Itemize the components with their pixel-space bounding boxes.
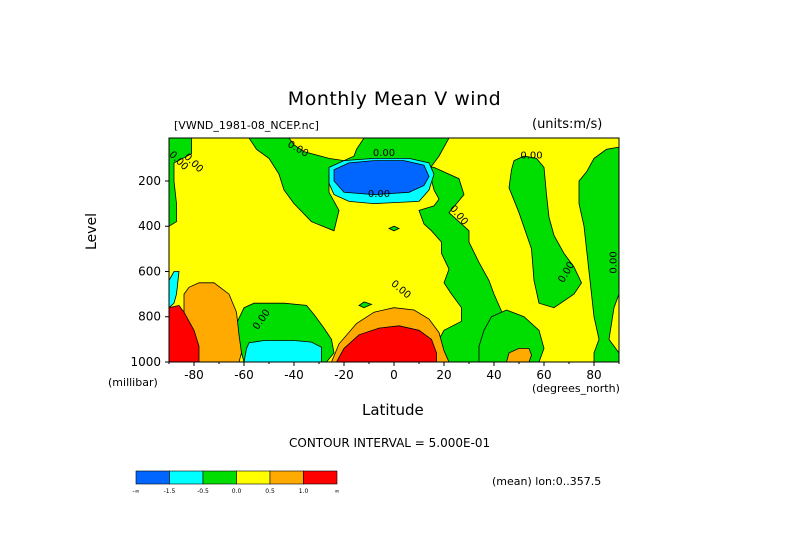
legend-boundary-label: -∞ xyxy=(132,488,139,495)
contour-line-label-4: 0.00 xyxy=(368,189,390,200)
legend-boundary-label: -1.5 xyxy=(164,488,176,495)
contour-region-8 xyxy=(388,225,400,232)
legend-boundary-label: ∞ xyxy=(335,488,340,495)
x-tick-label: -40 xyxy=(284,368,304,382)
legend-swatch-4 xyxy=(269,470,304,485)
plot-area: 0.000.000.00 0.000.000.000.000.00 0.000.00… xyxy=(167,138,620,362)
mean-longitude-label: (mean) lon:0..357.5 xyxy=(492,475,602,488)
x-tick-label: 0 xyxy=(390,368,398,382)
x-tick-label: -60 xyxy=(234,368,254,382)
contour-region-16 xyxy=(336,325,437,362)
contour-region-11 xyxy=(243,340,322,362)
contour-region-17 xyxy=(169,304,200,362)
legend-swatch-2 xyxy=(202,470,237,485)
contour-line-label-8: 0.00 xyxy=(609,251,620,273)
legend-swatch-0 xyxy=(135,470,170,485)
legend-swatch-3 xyxy=(236,470,271,485)
contour-line-label-3: 0.00 xyxy=(373,148,395,159)
contour-region-15 xyxy=(506,347,532,362)
color-legend: -∞ -1.5 -0.5 0.0 0.5 1.0 ∞ xyxy=(132,470,340,495)
x-axis-unit: (degrees_north) xyxy=(532,382,620,395)
legend-boundary-label: 1.0 xyxy=(299,488,309,495)
contour-regions xyxy=(169,138,619,362)
x-axis-label: Latitude xyxy=(362,401,424,419)
contour-region-5 xyxy=(508,155,582,309)
y-tick-label: 800 xyxy=(138,310,161,324)
x-tick-label: -20 xyxy=(334,368,354,382)
legend-swatch-5 xyxy=(303,470,338,485)
chart-title: Monthly Mean V wind xyxy=(287,88,502,110)
contour-interval-label: CONTOUR INTERVAL = 5.000E-01 xyxy=(289,436,491,450)
legend-boundary-label: 0.5 xyxy=(265,488,275,495)
y-tick-label: 1000 xyxy=(130,355,161,369)
x-tick-label: 80 xyxy=(586,368,601,382)
x-tick-label: 20 xyxy=(436,368,451,382)
y-tick-label: 200 xyxy=(138,174,161,188)
contour-line-label-6: 0.00 xyxy=(520,150,542,161)
x-tick-label: 60 xyxy=(536,368,551,382)
contour-region-10 xyxy=(333,160,430,196)
contour-region-1 xyxy=(169,138,192,227)
contour-region-7 xyxy=(358,301,373,309)
contour-region-6 xyxy=(578,146,619,362)
x-tick-label: 40 xyxy=(486,368,501,382)
legend-boundary-label: 0.0 xyxy=(232,488,242,495)
legend-swatch-1 xyxy=(169,470,204,485)
dataset-filename: [VWND_1981-08_NCEP.nc] xyxy=(174,119,319,132)
legend-boundary-label: -0.5 xyxy=(197,488,209,495)
axes: -80 -60 -40 -20 0 20 40 60 80 200 400 600 800 1000 xyxy=(130,137,620,382)
y-tick-label: 600 xyxy=(138,264,161,278)
y-axis-unit: (millibar) xyxy=(108,376,158,389)
y-tick-label: 400 xyxy=(138,219,161,233)
contour-region-12 xyxy=(169,271,180,309)
units-label: (units:m/s) xyxy=(532,117,603,132)
x-tick-label: -80 xyxy=(184,368,204,382)
